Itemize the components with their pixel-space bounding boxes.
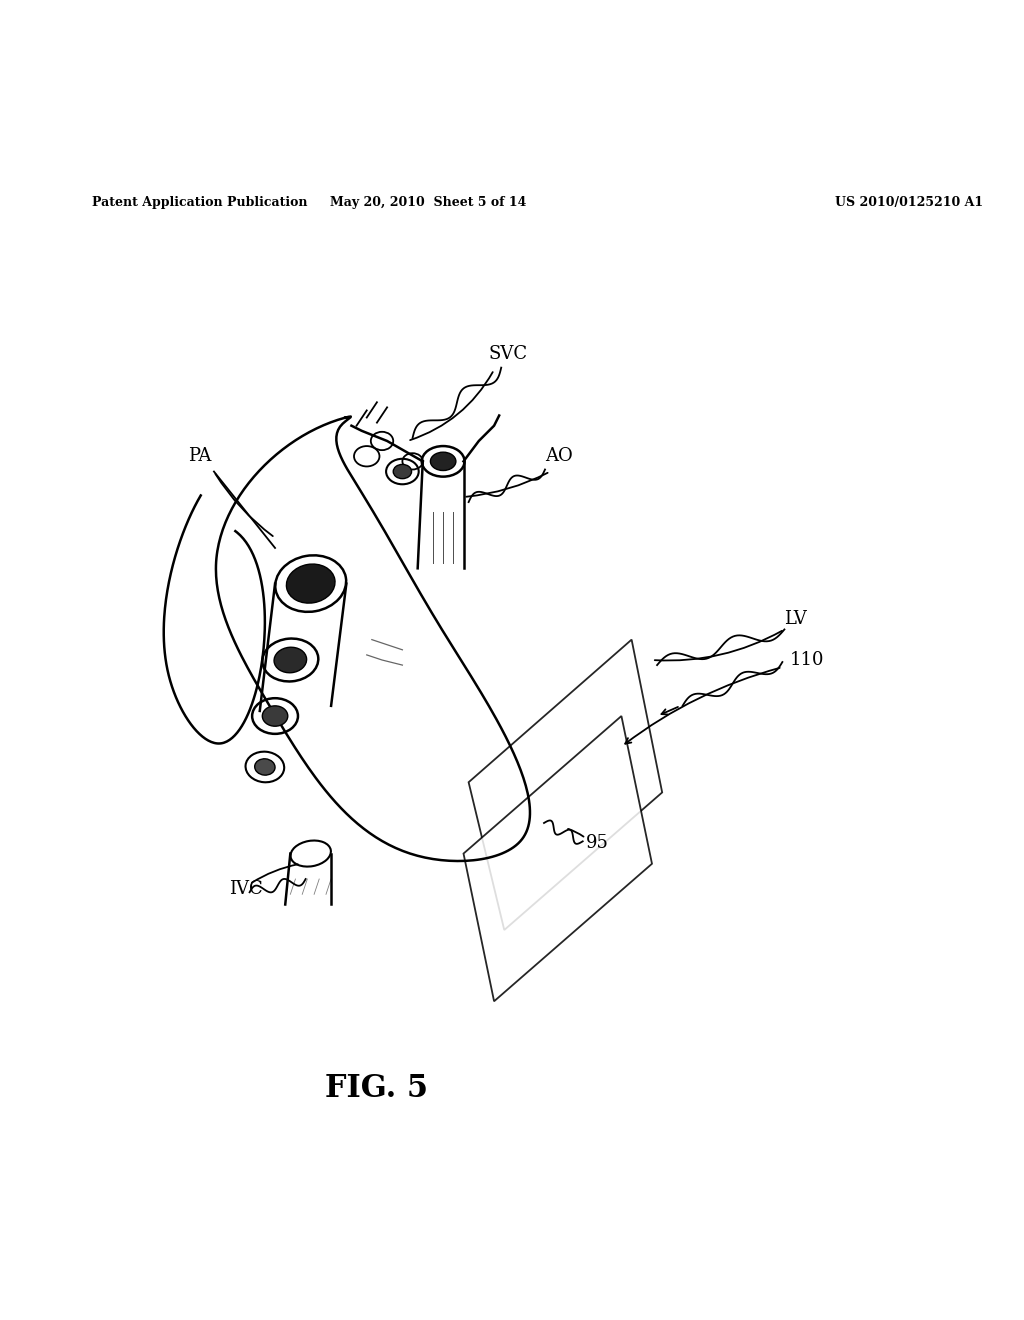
Ellipse shape: [274, 647, 306, 673]
Ellipse shape: [287, 564, 335, 603]
Text: PA: PA: [188, 447, 212, 466]
Text: US 2010/0125210 A1: US 2010/0125210 A1: [836, 197, 983, 210]
Ellipse shape: [262, 706, 288, 726]
Text: 110: 110: [790, 651, 824, 669]
Text: May 20, 2010  Sheet 5 of 14: May 20, 2010 Sheet 5 of 14: [330, 197, 526, 210]
Polygon shape: [469, 640, 663, 931]
Polygon shape: [464, 715, 652, 1002]
Ellipse shape: [430, 453, 456, 470]
Text: AO: AO: [545, 447, 572, 466]
Text: SVC: SVC: [489, 346, 528, 363]
Ellipse shape: [255, 759, 275, 775]
Text: 95: 95: [586, 834, 608, 853]
Text: FIG. 5: FIG. 5: [326, 1073, 428, 1104]
Ellipse shape: [393, 465, 412, 479]
Text: Patent Application Publication: Patent Application Publication: [92, 197, 307, 210]
Text: LV: LV: [784, 610, 807, 628]
Text: IVC: IVC: [229, 880, 263, 899]
